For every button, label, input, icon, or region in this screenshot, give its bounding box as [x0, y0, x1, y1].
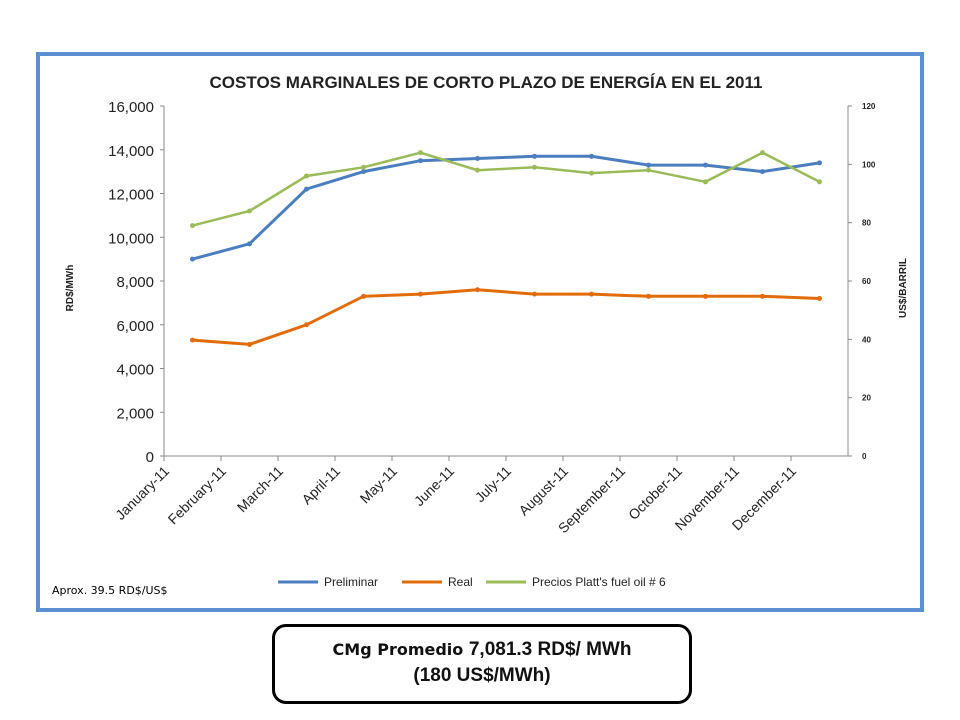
series-point-real: [532, 291, 537, 297]
chart-frame: COSTOS MARGINALES DE CORTO PLAZO DE ENER…: [36, 52, 924, 612]
series-point-real: [361, 293, 366, 299]
y2-tick-label: 40: [862, 335, 871, 344]
series-point-real: [247, 341, 252, 347]
series-point-real: [703, 293, 708, 299]
x-tick-label: June-11: [411, 463, 458, 510]
series-point-preliminar: [760, 169, 765, 175]
series-point-preliminar: [532, 153, 537, 159]
x-tick-label: July-11: [472, 463, 515, 506]
x-tick-label: October-11: [625, 463, 685, 523]
summary-line-1: CMg Promedio 7,081.3 RD$/ MWh: [275, 639, 689, 661]
series-point-real: [190, 337, 195, 343]
legend-label: Precios Platt's fuel oil # 6: [532, 575, 666, 589]
summary-value: 7,081.3 RD$/ MWh: [468, 639, 632, 660]
y-tick-label: 0: [146, 449, 154, 466]
series-point-preliminar: [304, 186, 309, 192]
y2-tick-label: 120: [862, 102, 876, 111]
series-point-preliminar: [589, 153, 594, 159]
series-point-real: [475, 287, 480, 293]
x-tick-label: March-11: [234, 463, 287, 516]
plot-area: 0 2,000 4,000 6,000 8,000 10,000 12,000 14,000 1…: [108, 99, 876, 536]
x-tick-label: April-11: [298, 463, 343, 508]
series-point-real: [418, 291, 423, 297]
series-line-real: [192, 288, 820, 346]
series-point-preliminar: [418, 158, 423, 164]
series-line-precios-platt-s-fuel-oil-6: [192, 151, 821, 227]
y-tick-label: 2,000: [116, 405, 154, 422]
series-point-precios-platt-s-fuel-oil-6: [304, 173, 309, 179]
chart: COSTOS MARGINALES DE CORTO PLAZO DE ENER…: [65, 73, 909, 589]
y2-tick-label: 20: [862, 394, 871, 403]
series-point-precios-platt-s-fuel-oil-6: [475, 167, 480, 173]
y2-tick-label: 100: [862, 160, 876, 169]
series-line-preliminar: [192, 154, 820, 261]
legend: Preliminar Real Precios Platt's fuel oil #…: [278, 575, 666, 589]
exchange-rate-note: Aprox. 39.5 RD$/US$: [52, 584, 168, 597]
y2-tick-label: 60: [862, 277, 871, 286]
series-point-real: [817, 296, 822, 301]
x-tick-label: January-11: [112, 463, 172, 523]
y-tick-label: 4,000: [116, 362, 154, 379]
series-point-preliminar: [703, 162, 708, 168]
x-tick-label: May-11: [357, 463, 401, 507]
summary-line-2: (180 US$/MWh): [413, 665, 551, 686]
series-point-real: [304, 322, 309, 328]
y-tick-label: 10,000: [108, 230, 154, 247]
y2-tick-label: 80: [862, 219, 871, 228]
series-point-precios-platt-s-fuel-oil-6: [703, 179, 708, 185]
series-point-precios-platt-s-fuel-oil-6: [247, 208, 252, 214]
series-point-preliminar: [817, 160, 822, 166]
legend-label: Preliminar: [324, 575, 378, 589]
y2-axis-label: US$/BARRIL: [898, 258, 909, 318]
y-tick-label: 14,000: [108, 143, 154, 160]
y-tick-label: 6,000: [116, 318, 154, 335]
series-point-precios-platt-s-fuel-oil-6: [817, 179, 822, 185]
series-point-precios-platt-s-fuel-oil-6: [532, 164, 537, 170]
series-point-preliminar: [190, 256, 195, 262]
chart-title: COSTOS MARGINALES DE CORTO PLAZO DE ENER…: [210, 73, 763, 92]
series-point-precios-platt-s-fuel-oil-6: [418, 150, 423, 156]
series-point-precios-platt-s-fuel-oil-6: [361, 164, 366, 170]
series-point-precios-platt-s-fuel-oil-6: [190, 223, 195, 229]
series-point-precios-platt-s-fuel-oil-6: [760, 150, 765, 156]
y-axis-label: RD$/MWh: [65, 265, 76, 312]
series-point-precios-platt-s-fuel-oil-6: [589, 170, 594, 176]
y-tick-label: 16,000: [108, 99, 154, 116]
y2-tick-label: 0: [862, 452, 867, 461]
legend-label: Real: [448, 575, 473, 589]
y-tick-label: 8,000: [116, 274, 154, 291]
series-point-real: [589, 291, 594, 297]
series-point-preliminar: [361, 169, 366, 175]
summary-box: CMg Promedio 7,081.3 RD$/ MWh (180 US$/M…: [272, 624, 692, 704]
summary-prefix: CMg Promedio: [332, 640, 469, 659]
x-tick-label: August-11: [515, 463, 571, 519]
series-point-real: [760, 293, 765, 299]
series-point-preliminar: [247, 241, 252, 247]
x-tick-label: February-11: [165, 463, 230, 528]
series-point-precios-platt-s-fuel-oil-6: [646, 167, 651, 173]
series-point-preliminar: [646, 162, 651, 168]
series-point-preliminar: [475, 156, 480, 161]
series-point-real: [646, 293, 651, 299]
y-tick-label: 12,000: [108, 187, 154, 204]
